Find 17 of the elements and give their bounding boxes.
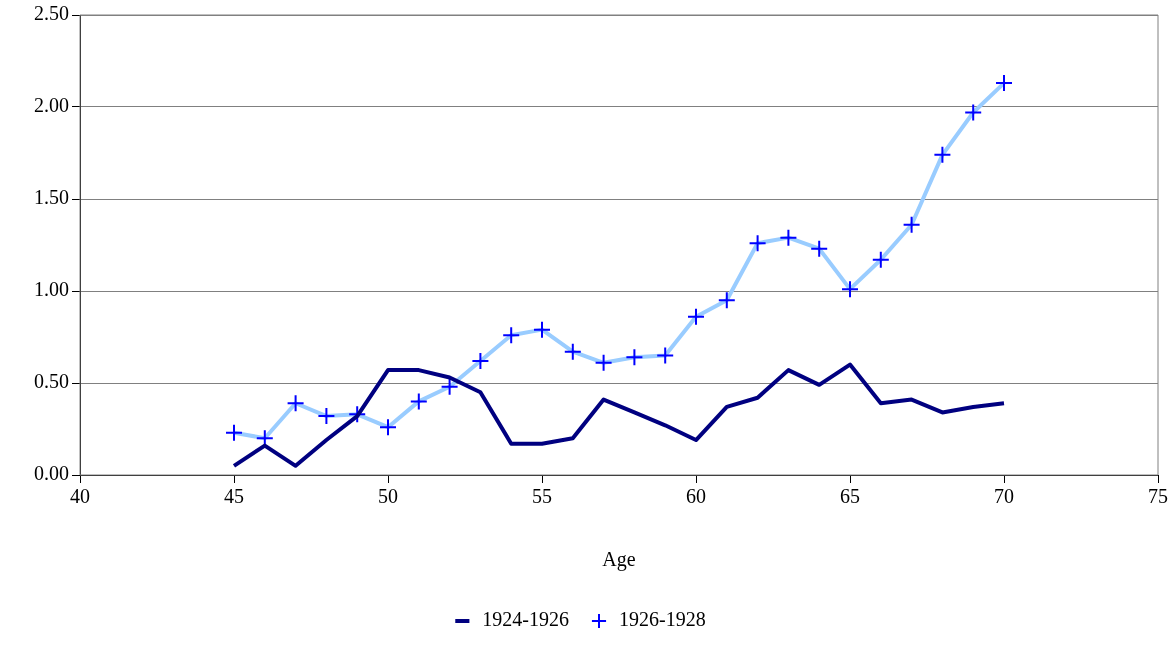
- y-tick-label: 1.00: [34, 278, 69, 301]
- legend-label: 1926-1928: [619, 608, 706, 631]
- x-tick-label: 60: [686, 485, 706, 508]
- x-tick-label: 40: [70, 485, 90, 508]
- legend-label: 1924-1926: [482, 608, 570, 631]
- x-axis-title: Age: [602, 548, 636, 572]
- x-tick-label: 70: [994, 485, 1014, 508]
- y-tick-label: 2.50: [34, 2, 69, 25]
- y-tick-label: 0.00: [34, 462, 69, 485]
- x-tick-label: 75: [1148, 485, 1168, 508]
- y-tick-label: 2.00: [34, 94, 69, 117]
- y-tick-label: 0.50: [34, 370, 69, 393]
- y-tick-label: 1.50: [34, 186, 69, 209]
- x-tick-label: 55: [532, 485, 552, 508]
- x-tick-label: 45: [224, 485, 244, 508]
- x-tick-label: 50: [378, 485, 398, 508]
- x-tick-label: 65: [840, 485, 860, 508]
